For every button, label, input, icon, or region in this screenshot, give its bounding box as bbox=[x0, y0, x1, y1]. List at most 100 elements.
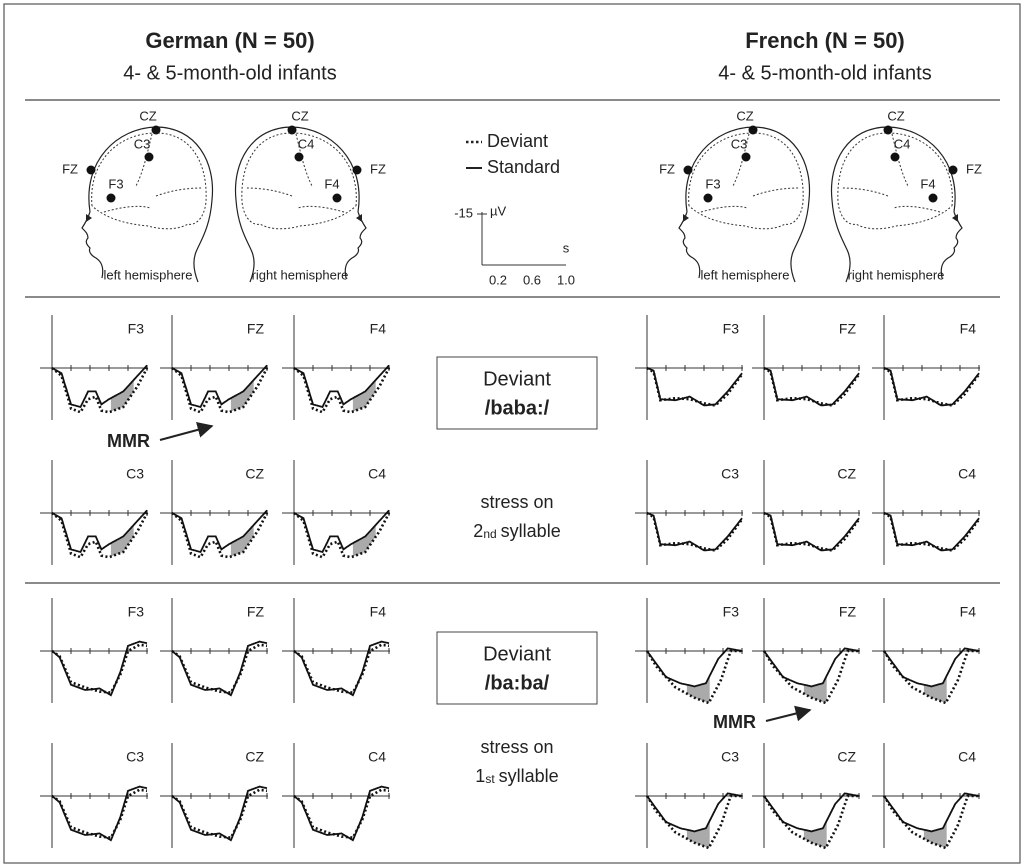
electrode bbox=[152, 126, 161, 135]
electrode-label: C3 bbox=[721, 466, 739, 482]
stress-word: syllable bbox=[501, 521, 561, 541]
electrode-label: C4 bbox=[958, 466, 976, 482]
head-label: left hemisphere bbox=[701, 267, 790, 282]
electrode bbox=[884, 126, 893, 135]
electrode bbox=[288, 126, 297, 135]
ordinal: 2 bbox=[473, 521, 483, 541]
electrode bbox=[684, 166, 693, 175]
electrode-label: FZ bbox=[247, 321, 265, 337]
condition-label: Deviant bbox=[483, 368, 551, 390]
head-label: left hemisphere bbox=[104, 267, 193, 282]
electrode-label: C4 bbox=[368, 466, 386, 482]
deviant-wave bbox=[294, 645, 389, 693]
electrode-label: F3 bbox=[723, 604, 740, 620]
electrode-label: C3 bbox=[134, 136, 151, 151]
electrode-label: F4 bbox=[370, 321, 387, 337]
electrode-label: F3 bbox=[128, 604, 145, 620]
scale-label: -15 bbox=[454, 205, 473, 220]
condition-stimulus: /baba:/ bbox=[485, 397, 550, 419]
legend-label: Standard bbox=[487, 157, 560, 177]
electrode bbox=[353, 166, 362, 175]
electrode-label: CZ bbox=[245, 466, 264, 482]
electrode-label: CZ bbox=[736, 108, 753, 123]
electrode-label: F3 bbox=[108, 176, 123, 191]
ordinal-suffix: st bbox=[485, 772, 495, 786]
stress-word: syllable bbox=[499, 766, 559, 786]
electrode bbox=[949, 166, 958, 175]
electrode-label: FZ bbox=[247, 604, 265, 620]
electrode-label: FZ bbox=[839, 321, 857, 337]
electrode bbox=[295, 153, 304, 162]
electrode-label: F4 bbox=[324, 176, 339, 191]
electrode-label: F3 bbox=[705, 176, 720, 191]
annotation-arrow bbox=[160, 426, 212, 440]
electrode-label: CZ bbox=[837, 749, 856, 765]
electrode-label: C4 bbox=[298, 136, 315, 151]
electrode-label: FZ bbox=[62, 161, 78, 176]
electrode bbox=[749, 126, 758, 135]
deviant-wave bbox=[172, 790, 267, 838]
ordinal-suffix: nd bbox=[483, 527, 496, 541]
stress-text: 1st syllable bbox=[475, 766, 558, 786]
group-subtitle: 4- & 5-month-old infants bbox=[123, 62, 336, 84]
annotation-arrow bbox=[766, 710, 810, 721]
electrode-label: C3 bbox=[721, 749, 739, 765]
electrode-label: C3 bbox=[126, 749, 144, 765]
condition-stimulus: /ba:ba/ bbox=[485, 672, 550, 694]
electrode-label: C4 bbox=[368, 749, 386, 765]
legend-label: Deviant bbox=[487, 131, 548, 151]
electrode bbox=[742, 153, 751, 162]
standard-wave bbox=[764, 793, 859, 831]
electrode-label: CZ bbox=[887, 108, 904, 123]
electrode-label: FZ bbox=[659, 161, 675, 176]
group-title: French (N = 50) bbox=[745, 28, 905, 53]
electrode-label: F3 bbox=[128, 321, 145, 337]
stress-text: 2nd syllable bbox=[473, 521, 560, 541]
electrode-label: CZ bbox=[837, 466, 856, 482]
annotation: MMR bbox=[713, 712, 756, 732]
electrode-label: F4 bbox=[960, 321, 977, 337]
electrode-label: C3 bbox=[731, 136, 748, 151]
electrode bbox=[87, 166, 96, 175]
group-subtitle: 4- & 5-month-old infants bbox=[718, 62, 931, 84]
electrode bbox=[145, 153, 154, 162]
group-title: German (N = 50) bbox=[145, 28, 314, 53]
electrode-label: F3 bbox=[723, 321, 740, 337]
stress-text: stress on bbox=[480, 492, 553, 512]
standard-wave bbox=[647, 793, 742, 831]
electrode-label: F4 bbox=[920, 176, 935, 191]
scale-tick-label: 1.0 bbox=[557, 272, 575, 287]
standard-wave bbox=[884, 648, 979, 686]
electrode bbox=[929, 194, 938, 203]
electrode-label: CZ bbox=[139, 108, 156, 123]
stress-text: stress on bbox=[480, 737, 553, 757]
scale-tick-label: 0.2 bbox=[489, 272, 507, 287]
condition-label: Deviant bbox=[483, 643, 551, 665]
electrode bbox=[107, 194, 116, 203]
deviant-wave bbox=[52, 790, 147, 838]
standard-wave bbox=[884, 793, 979, 831]
electrode-label: CZ bbox=[291, 108, 308, 123]
electrode-label: C3 bbox=[126, 466, 144, 482]
deviant-wave bbox=[294, 790, 389, 838]
electrode bbox=[704, 194, 713, 203]
electrode bbox=[891, 153, 900, 162]
deviant-wave bbox=[172, 645, 267, 693]
head-label: right hemisphere bbox=[252, 267, 349, 282]
electrode bbox=[333, 194, 342, 203]
standard-wave bbox=[764, 648, 859, 686]
scale-label: s bbox=[563, 240, 570, 255]
electrode-label: C4 bbox=[958, 749, 976, 765]
electrode-label: FZ bbox=[839, 604, 857, 620]
electrode-label: F4 bbox=[370, 604, 387, 620]
ordinal: 1 bbox=[475, 766, 485, 786]
electrode-label: F4 bbox=[960, 604, 977, 620]
electrode-label: FZ bbox=[370, 161, 386, 176]
scale-label: µV bbox=[490, 203, 506, 218]
scale-tick-label: 0.6 bbox=[523, 272, 541, 287]
figure: German (N = 50) 4- & 5-month-old infants… bbox=[0, 0, 1025, 867]
electrode-label: C4 bbox=[894, 136, 911, 151]
electrode-label: FZ bbox=[966, 161, 982, 176]
annotation: MMR bbox=[107, 431, 150, 451]
standard-wave bbox=[647, 648, 742, 686]
